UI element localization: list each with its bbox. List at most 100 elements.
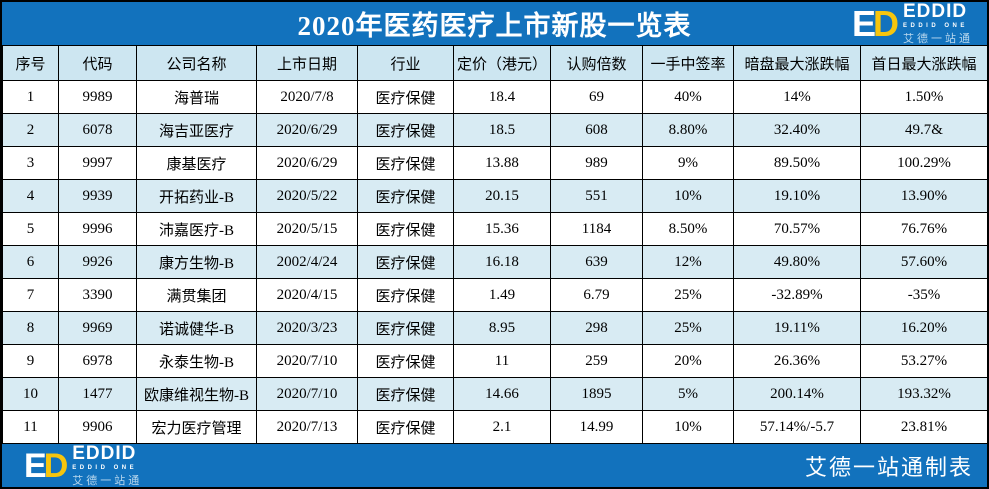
- table-cell: 14.99: [550, 410, 643, 444]
- table-cell: 15.36: [453, 212, 551, 246]
- table-cell: 2020/7/13: [256, 410, 358, 444]
- table-cell: 2020/7/10: [256, 377, 358, 411]
- eddid-brand-bottom: E D EDDID EDDID ONE 艾德一站通: [24, 443, 142, 487]
- table-row: 9 6978 永泰生物-B 2020/7/10 医疗保健 11 259 20% 26.36% 53…: [2, 344, 987, 378]
- table-cell: 医疗保健: [357, 377, 454, 411]
- table-cell: 13.88: [453, 146, 551, 180]
- table-cell: 医疗保健: [357, 410, 454, 444]
- table-row: 2 6078 海吉亚医疗 2020/6/29 医疗保健 18.5 608 8.80% 32.40…: [2, 113, 987, 147]
- table-cell: 8: [2, 311, 59, 345]
- table-cell: 9%: [642, 146, 734, 180]
- table-cell: 25%: [642, 278, 734, 312]
- table-cell: 2: [2, 113, 59, 147]
- table-cell: 57.60%: [860, 245, 987, 279]
- table-cell: 26.36%: [733, 344, 861, 378]
- table-cell: 89.50%: [733, 146, 861, 180]
- title-bar: 2020年医药医疗上市新股一览表 E D EDDID EDDID ONE 艾德一…: [2, 2, 987, 45]
- table-cell: 医疗保健: [357, 179, 454, 213]
- table-row: 6 9926 康方生物-B 2002/4/24 医疗保健 16.18 639 12% 49.80…: [2, 245, 987, 279]
- table-cell: 医疗保健: [357, 80, 454, 114]
- table-cell: 49.7&: [860, 113, 987, 147]
- table-cell: 3390: [58, 278, 137, 312]
- column-header: 公司名称: [136, 45, 257, 81]
- footer-credit: 艾德一站通制表: [804, 455, 973, 480]
- brand-subtitle: EDDID ONE: [903, 22, 968, 29]
- table-cell: 2020/3/23: [256, 311, 358, 345]
- table-cell: 18.5: [453, 113, 551, 147]
- table-cell: 9939: [58, 179, 137, 213]
- table-cell: 8.50%: [642, 212, 734, 246]
- table-cell: 2002/4/24: [256, 245, 358, 279]
- table-cell: 2020/6/29: [256, 113, 358, 147]
- table-cell: 11: [2, 410, 59, 444]
- table-cell: 32.40%: [733, 113, 861, 147]
- table-cell: 19.10%: [733, 179, 861, 213]
- table-cell: 欧康维视生物-B: [136, 377, 257, 411]
- eddid-brand-top: E D EDDID EDDID ONE 艾德一站通: [851, 0, 973, 45]
- table-cell: 满贯集团: [136, 278, 257, 312]
- table-cell: 医疗保健: [357, 245, 454, 279]
- table-cell: 2020/4/15: [256, 278, 358, 312]
- table-cell: 医疗保健: [357, 212, 454, 246]
- table-cell: 医疗保健: [357, 344, 454, 378]
- table-cell: 639: [550, 245, 643, 279]
- table-cell: 医疗保健: [357, 278, 454, 312]
- table-cell: 4: [2, 179, 59, 213]
- table-cell: 298: [550, 311, 643, 345]
- ipo-table: 序号 代码 公司名称 上市日期 行业 定价（港元） 认购倍数 一手中签率 暗盘最大涨跌幅 首日最大…: [2, 45, 987, 444]
- table-cell: 开拓药业-B: [136, 179, 257, 213]
- table-cell: 20%: [642, 344, 734, 378]
- table-cell: 1895: [550, 377, 643, 411]
- column-header: 认购倍数: [550, 45, 643, 81]
- table-cell: 259: [550, 344, 643, 378]
- column-header: 行业: [357, 45, 454, 81]
- table-cell: 1184: [550, 212, 643, 246]
- logo-letter-e: E: [851, 2, 876, 44]
- table-cell: 16.18: [453, 245, 551, 279]
- table-cell: 6.79: [550, 278, 643, 312]
- logo-letter-d: D: [873, 2, 899, 44]
- table-cell: 25%: [642, 311, 734, 345]
- table-cell: 1477: [58, 377, 137, 411]
- eddid-logo-icon: E D: [851, 2, 899, 44]
- table-cell: 14.66: [453, 377, 551, 411]
- table-cell: 11: [453, 344, 551, 378]
- table-cell: 57.14%/-5.7: [733, 410, 861, 444]
- brand-text: EDDID EDDID ONE 艾德一站通: [72, 443, 142, 487]
- table-cell: 6: [2, 245, 59, 279]
- table-cell: 18.4: [453, 80, 551, 114]
- table-row: 1 9989 海普瑞 2020/7/8 医疗保健 18.4 69 40% 14% 1.50%: [2, 80, 987, 114]
- column-header: 首日最大涨跌幅: [860, 45, 987, 81]
- table-row: 7 3390 满贯集团 2020/4/15 医疗保健 1.49 6.79 25% -32.89%…: [2, 278, 987, 312]
- table-cell: 49.80%: [733, 245, 861, 279]
- table-cell: 医疗保健: [357, 311, 454, 345]
- table-cell: 9969: [58, 311, 137, 345]
- table-cell: 2020/6/29: [256, 146, 358, 180]
- table-cell: 9926: [58, 245, 137, 279]
- table-cell: 康基医疗: [136, 146, 257, 180]
- brand-name: EDDID: [72, 443, 137, 464]
- table-cell: 2020/5/15: [256, 212, 358, 246]
- table-cell: 10%: [642, 410, 734, 444]
- table-cell: 1.50%: [860, 80, 987, 114]
- page-title: 2020年医药医疗上市新股一览表: [297, 11, 692, 41]
- table-cell: 医疗保健: [357, 146, 454, 180]
- table-cell: 40%: [642, 80, 734, 114]
- table-cell: 海吉亚医疗: [136, 113, 257, 147]
- table-cell: -35%: [860, 278, 987, 312]
- column-header: 定价（港元）: [453, 45, 551, 81]
- table-cell: 16.20%: [860, 311, 987, 345]
- table-cell: 9997: [58, 146, 137, 180]
- table-cell: 14%: [733, 80, 861, 114]
- table-row: 8 9969 诺诚健华-B 2020/3/23 医疗保健 8.95 298 25% 19.11%…: [2, 311, 987, 345]
- table-cell: -32.89%: [733, 278, 861, 312]
- table-cell: 100.29%: [860, 146, 987, 180]
- table-cell: 193.32%: [860, 377, 987, 411]
- table-cell: 康方生物-B: [136, 245, 257, 279]
- table-cell: 5: [2, 212, 59, 246]
- table-cell: 7: [2, 278, 59, 312]
- table-cell: 诺诚健华-B: [136, 311, 257, 345]
- table-cell: 20.15: [453, 179, 551, 213]
- brand-name: EDDID: [903, 0, 968, 22]
